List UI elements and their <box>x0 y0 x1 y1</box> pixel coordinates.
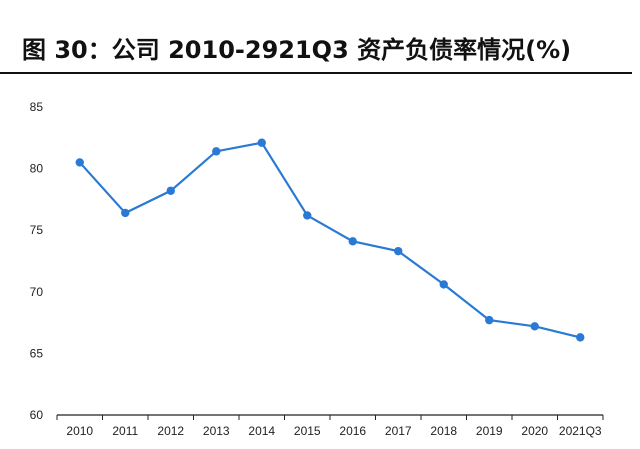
data-point <box>212 147 221 156</box>
y-tick-label: 60 <box>30 408 44 422</box>
title-divider <box>0 72 632 74</box>
x-tick-label: 2021Q3 <box>559 424 602 438</box>
data-point <box>348 237 357 246</box>
data-point <box>257 138 266 147</box>
data-point <box>485 315 494 325</box>
y-tick-label: 70 <box>30 285 44 299</box>
data-point <box>576 333 585 342</box>
data-point <box>530 322 539 331</box>
data-point <box>75 158 84 167</box>
data-point <box>303 211 312 220</box>
y-tick-label: 80 <box>30 162 44 176</box>
series-line <box>78 141 581 339</box>
x-tick-label: 2016 <box>339 424 366 438</box>
y-tick-label: 75 <box>30 223 44 237</box>
x-tick-label: 2015 <box>294 424 321 438</box>
x-tick-label: 2012 <box>157 424 184 438</box>
data-point <box>166 186 175 195</box>
y-tick-label: 85 <box>30 100 44 114</box>
x-tick-label: 2017 <box>385 424 412 438</box>
data-point <box>394 246 403 256</box>
data-point <box>439 280 448 289</box>
x-tick-label: 2010 <box>66 424 93 438</box>
x-tick-label: 2011 <box>112 424 138 438</box>
chart-title: 图 30：公司 2010-2921Q3 资产负债率情况(%) <box>22 36 572 64</box>
data-point <box>121 208 130 218</box>
x-tick-label: 2020 <box>521 424 548 438</box>
x-tick-label: 2018 <box>430 424 457 438</box>
x-tick-label: 2013 <box>203 424 230 438</box>
x-tick-label: 2019 <box>476 424 503 438</box>
x-tick-label: 2014 <box>248 424 275 438</box>
y-tick-label: 65 <box>30 346 44 360</box>
